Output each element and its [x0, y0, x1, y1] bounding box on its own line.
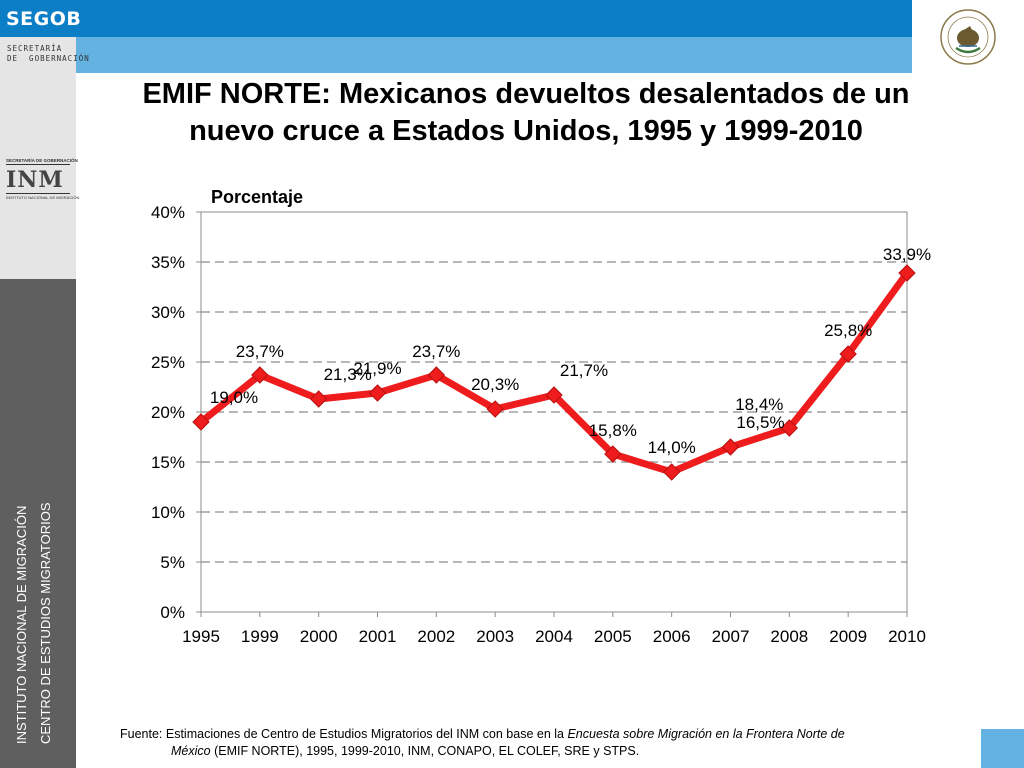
data-point-marker	[662, 463, 681, 481]
x-tick-label: 1995	[182, 627, 220, 646]
corner-accent	[981, 729, 1024, 768]
data-point-marker	[780, 419, 799, 437]
series-line	[197, 269, 911, 476]
data-label: 21,7%	[560, 361, 608, 380]
x-tick-label: 2001	[359, 627, 397, 646]
y-tick-label: 5%	[160, 553, 185, 572]
inm-logo-top-text: SECRETARÍA DE GOBERNACIÓN	[6, 158, 78, 165]
y-tick-label: 20%	[151, 403, 185, 422]
data-label: 33,9%	[883, 245, 931, 264]
data-label: 14,0%	[648, 438, 696, 457]
data-point-marker	[192, 413, 210, 431]
data-label: 20,3%	[471, 375, 519, 394]
x-tick-label: 2006	[653, 627, 691, 646]
header-subbar	[76, 37, 912, 73]
data-label: 21,3%	[324, 365, 372, 384]
x-tick-label: 2003	[476, 627, 514, 646]
x-tick-label: 2000	[300, 627, 338, 646]
footnote-prefix: Fuente: Estimaciones de Centro de Estudi…	[120, 727, 568, 741]
y-axis-label: Porcentaje	[211, 187, 303, 207]
inm-logo-bottom-text: INSTITUTO NACIONAL DE MIGRACIÓN	[6, 193, 80, 200]
ministry-name: SECRETARÍA DE GOBERNACIÓN	[7, 44, 90, 64]
data-label: 21,9%	[353, 359, 401, 378]
ministry-line-1: SECRETARÍA	[7, 44, 63, 53]
sidebar-top-panel	[0, 37, 76, 279]
data-point-marker	[368, 384, 387, 402]
data-label: 16,5%	[736, 413, 784, 432]
data-point-marker	[898, 264, 916, 282]
data-point-marker	[721, 438, 740, 456]
page-title-line-2: nuevo cruce a Estados Unidos, 1995 y 199…	[189, 115, 863, 147]
page-title: EMIF NORTE: Mexicanos devueltos desalent…	[96, 76, 956, 150]
footnote-italic-1: Encuesta sobre Migración en la Frontera …	[567, 727, 845, 741]
x-tick-label: 2004	[535, 627, 573, 646]
x-tick-label: 2007	[712, 627, 750, 646]
footnote-italic-2: México	[171, 744, 211, 758]
x-tick-label: 2009	[829, 627, 867, 646]
x-tick-label: 2002	[417, 627, 455, 646]
ministry-line-2: DE GOBERNACIÓN	[7, 54, 90, 63]
data-point-marker	[251, 366, 269, 384]
inm-logo: SECRETARÍA DE GOBERNACIÓN INM INSTITUTO …	[6, 158, 80, 200]
mexico-seal-icon	[940, 9, 996, 65]
data-label: 23,7%	[236, 342, 284, 361]
mexico-seal	[912, 0, 1024, 73]
source-footnote: Fuente: Estimaciones de Centro de Estudi…	[120, 726, 980, 760]
x-tick-label: 1999	[241, 627, 279, 646]
y-tick-label: 40%	[151, 203, 185, 222]
header-bar	[76, 0, 912, 37]
data-label: 15,8%	[589, 421, 637, 440]
footnote-suffix: (EMIF NORTE), 1995, 1999-2010, INM, CONA…	[210, 744, 640, 758]
data-label: 19,0%	[210, 388, 258, 407]
data-point-marker	[545, 386, 563, 404]
x-tick-label: 2005	[594, 627, 632, 646]
y-tick-label: 30%	[151, 303, 185, 322]
y-tick-label: 15%	[151, 453, 185, 472]
y-tick-label: 35%	[151, 253, 185, 272]
segob-logo-text: SEGOB	[6, 8, 82, 30]
sidebar-bottom-panel	[0, 279, 76, 768]
inm-logo-mark: INM	[6, 167, 64, 193]
segob-logo: SEGOB	[0, 0, 81, 37]
data-label: 18,4%	[735, 395, 783, 414]
page-title-line-1: EMIF NORTE: Mexicanos devueltos desalent…	[142, 78, 910, 110]
data-label: 23,7%	[412, 342, 460, 361]
y-tick-label: 25%	[151, 353, 185, 372]
data-point-marker	[604, 445, 622, 463]
data-point-marker	[427, 366, 446, 384]
data-point-marker	[486, 400, 504, 418]
y-tick-label: 10%	[151, 503, 185, 522]
y-tick-label: 0%	[160, 603, 185, 622]
data-point-marker	[839, 345, 857, 363]
data-label: 25,8%	[824, 321, 872, 340]
x-tick-label: 2008	[770, 627, 808, 646]
x-tick-label: 2010	[888, 627, 926, 646]
data-point-marker	[309, 390, 328, 408]
